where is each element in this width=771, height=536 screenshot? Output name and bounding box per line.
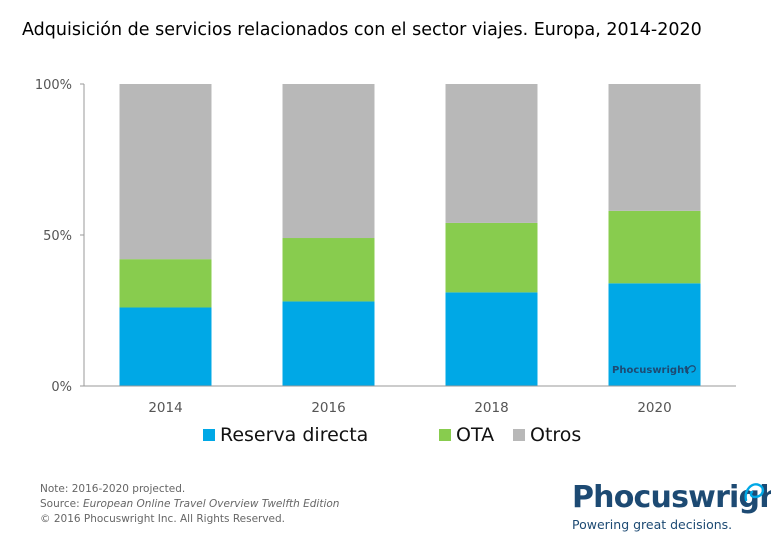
note-projection: Note: 2016-2020 projected.: [40, 483, 186, 495]
x-tick-label-2014: 2014: [148, 400, 182, 416]
stacked-bar-chart: 2014 2016 2018 2020 0% 50% 100% Phocuswright: [35, 78, 736, 416]
note-source: Source: European Online Travel Overview …: [40, 497, 339, 512]
bar-2018-ota: [445, 222, 538, 293]
legend-item-otros: Otros: [513, 424, 581, 446]
note-copyright: © 2016 Phocuswright Inc. All Rights Rese…: [40, 513, 286, 525]
legend-item-ota: OTA: [439, 424, 494, 446]
logo-swirl-icon: [744, 483, 765, 502]
phocuswright-logo: Phocuswright Powering great decisions.: [572, 480, 771, 533]
x-tick-label-2020: 2020: [637, 400, 671, 416]
y-tick-label-100: 100%: [35, 78, 72, 93]
bar-2014-ota: [119, 259, 212, 308]
legend-item-reserva-directa: Reserva directa: [203, 424, 368, 446]
x-tick-label-2016: 2016: [311, 400, 345, 416]
legend-swatch-otros: [513, 429, 525, 441]
note-source-prefix: Source:: [40, 498, 83, 510]
chart-watermark-swirl-icon: [686, 365, 696, 375]
legend-swatch-reserva-directa: [203, 429, 215, 441]
legend-swatch-ota: [439, 429, 451, 441]
y-tick-label-50: 50%: [43, 229, 72, 244]
logo-tagline: Powering great decisions.: [572, 517, 733, 532]
legend-label-otros: Otros: [530, 424, 582, 446]
bar-2016-reserva-directa: [282, 301, 375, 386]
logo-wordmark: Phocuswright: [572, 480, 771, 515]
legend-label-reserva-directa: Reserva directa: [220, 424, 369, 446]
bar-2014-reserva-directa: [119, 307, 212, 386]
bar-2020-otros: [608, 84, 701, 211]
bar-2016-ota: [282, 238, 375, 302]
note-source-title: European Online Travel Overview Twelfth …: [82, 498, 340, 510]
legend-label-ota: OTA: [456, 424, 495, 446]
bar-2016-otros: [282, 84, 375, 239]
bar-2020-reserva-directa: [608, 283, 701, 386]
bar-2020-ota: [608, 210, 701, 284]
chart-notes: Note: 2016-2020 projected. Source: Europ…: [40, 482, 339, 527]
y-tick-label-0: 0%: [51, 380, 72, 395]
bar-2018-otros: [445, 84, 538, 223]
x-tick-label-2018: 2018: [474, 400, 508, 416]
bar-2014-otros: [119, 84, 212, 260]
chart-title: Adquisición de servicios relacionados co…: [22, 20, 702, 40]
chart-watermark: Phocuswright: [612, 365, 689, 376]
bar-2018-reserva-directa: [445, 292, 538, 386]
